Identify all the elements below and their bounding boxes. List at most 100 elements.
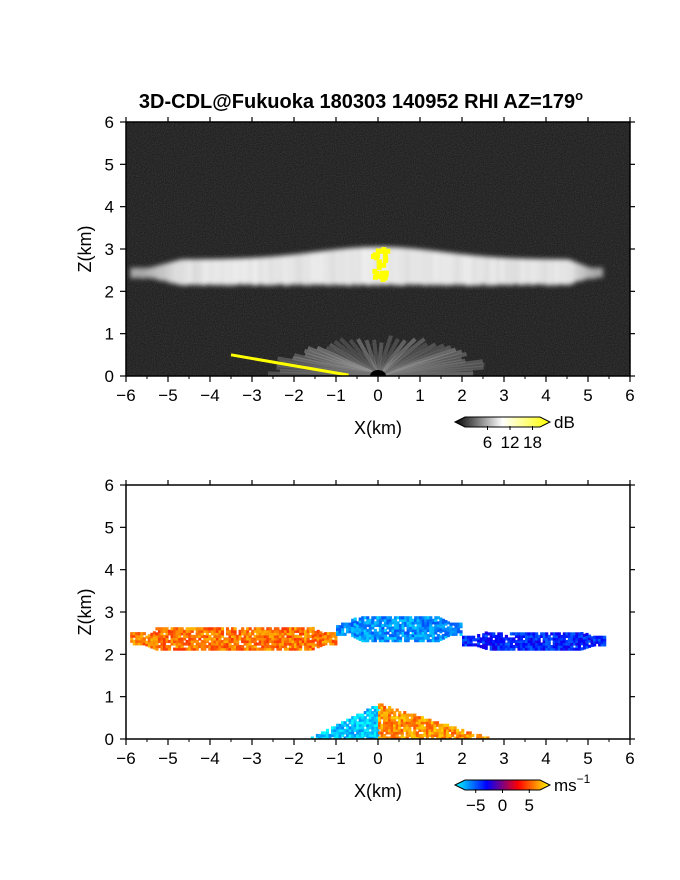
velocity-pixel bbox=[603, 635, 607, 639]
velocity-pixel bbox=[160, 634, 164, 638]
velocity-pixel bbox=[438, 728, 442, 732]
velocity-pixel bbox=[462, 640, 466, 644]
velocity-pixel bbox=[459, 630, 463, 634]
velocity-pixel bbox=[373, 708, 377, 712]
velocity-pixel bbox=[507, 647, 511, 651]
velocity-pixel bbox=[555, 642, 559, 646]
velocity-pixel bbox=[361, 639, 365, 643]
velocity-pixel bbox=[200, 639, 204, 644]
velocity-pixel bbox=[494, 637, 498, 641]
velocity-pixel bbox=[268, 645, 272, 649]
velocity-pixel bbox=[425, 718, 429, 722]
velocity-pixel bbox=[400, 721, 404, 725]
cloud-strip bbox=[514, 258, 518, 285]
velocity-pixel bbox=[497, 642, 501, 646]
velocity-pixel bbox=[438, 726, 442, 730]
cloud-strip bbox=[541, 259, 545, 285]
velocity-pixel bbox=[155, 639, 159, 644]
velocity-pixel bbox=[132, 634, 136, 638]
velocity-pixel bbox=[361, 713, 365, 717]
velocity-pixel bbox=[456, 625, 461, 629]
velocity-pixel bbox=[213, 627, 217, 631]
velocity-pixel bbox=[416, 621, 420, 625]
velocity-pixel bbox=[441, 736, 445, 739]
velocity-pixel bbox=[525, 634, 529, 638]
core-pixel bbox=[376, 264, 382, 270]
velocity-pixel bbox=[291, 629, 295, 633]
velocity-pixel bbox=[435, 736, 440, 739]
velocity-pixel bbox=[330, 728, 335, 732]
velocity-pixel bbox=[385, 726, 389, 730]
echo-ray bbox=[376, 335, 393, 376]
velocity-pixel bbox=[210, 629, 214, 633]
velocity-pixel bbox=[165, 645, 169, 649]
velocity-pixel bbox=[233, 639, 237, 644]
velocity-pixel bbox=[388, 726, 392, 730]
velocity-pixel bbox=[555, 647, 559, 651]
velocity-pixel bbox=[253, 637, 257, 641]
velocity-pixel bbox=[391, 639, 395, 643]
velocity-pixel bbox=[190, 627, 194, 631]
velocity-pixel bbox=[218, 647, 222, 651]
velocity-pixel bbox=[482, 640, 486, 644]
cloud-strip bbox=[543, 259, 547, 285]
cloud-strip bbox=[562, 259, 566, 285]
velocity-pixel bbox=[356, 631, 360, 635]
velocity-pixel bbox=[461, 731, 465, 735]
velocity-pixel bbox=[580, 632, 584, 636]
velocity-pixel bbox=[309, 627, 313, 631]
velocity-pixel bbox=[535, 645, 539, 649]
cloud-strip bbox=[254, 257, 257, 286]
velocity-pixel bbox=[346, 630, 350, 634]
velocity-pixel bbox=[361, 636, 365, 640]
velocity-pixel bbox=[398, 711, 402, 715]
velocity-pixel bbox=[410, 731, 414, 735]
velocity-pixel bbox=[570, 634, 574, 638]
velocity-pixel bbox=[378, 626, 382, 630]
cloud-strip bbox=[516, 258, 520, 285]
velocity-pixel bbox=[396, 639, 400, 643]
velocity-pixel bbox=[560, 639, 564, 644]
velocity-pixel bbox=[273, 645, 277, 649]
velocity-pixel bbox=[376, 733, 380, 738]
velocity-pixel bbox=[593, 635, 597, 639]
velocity-pixel bbox=[376, 718, 380, 722]
velocity-pixel bbox=[225, 629, 230, 633]
velocity-pixel bbox=[537, 634, 541, 638]
velocity-pixel bbox=[393, 731, 397, 735]
velocity-pixel bbox=[413, 733, 417, 738]
velocity-pixel bbox=[334, 642, 338, 646]
velocity-pixel bbox=[443, 733, 447, 738]
velocity-pixel bbox=[446, 628, 450, 633]
velocity-pixel bbox=[358, 637, 362, 641]
velocity-pixel bbox=[477, 641, 481, 645]
cloud-strip bbox=[480, 256, 484, 284]
velocity-pixel bbox=[215, 629, 219, 633]
cloud-strip bbox=[201, 259, 205, 286]
cloud-strip bbox=[323, 250, 326, 285]
velocity-pixel bbox=[468, 733, 472, 738]
velocity-pixel bbox=[256, 627, 260, 631]
cloud-strip bbox=[189, 259, 192, 285]
velocity-pixel bbox=[570, 632, 574, 636]
velocity-pixel bbox=[424, 628, 428, 633]
velocity-pixel bbox=[463, 733, 467, 738]
velocity-pixel bbox=[385, 718, 389, 722]
velocity-pixel bbox=[585, 643, 589, 647]
velocity-pixel bbox=[378, 639, 382, 643]
cloud-strip bbox=[136, 267, 140, 278]
velocity-pixel bbox=[294, 627, 298, 631]
velocity-pixel bbox=[398, 716, 402, 720]
velocity-pixel bbox=[459, 632, 463, 636]
velocity-pixel bbox=[170, 632, 174, 636]
velocity-pixel bbox=[537, 642, 541, 646]
velocity-pixel bbox=[451, 731, 455, 735]
cloud-strip bbox=[247, 257, 251, 285]
cloud-strip bbox=[388, 247, 392, 285]
velocity-pixel bbox=[438, 733, 442, 738]
velocity-pixel bbox=[537, 637, 541, 641]
velocity-pixel bbox=[425, 731, 429, 735]
cloud-strip bbox=[283, 255, 287, 286]
cloud-strip bbox=[556, 259, 560, 285]
velocity-pixel bbox=[283, 629, 288, 633]
